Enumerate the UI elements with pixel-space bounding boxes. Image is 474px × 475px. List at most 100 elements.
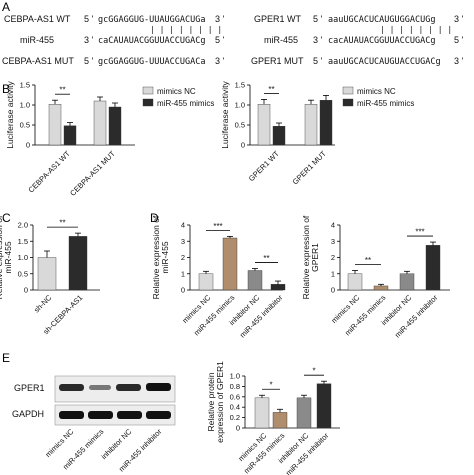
bar [198,273,214,291]
y-axis-label: miR-455 [3,241,13,273]
legend-swatch-mimics-nc [142,86,154,95]
seq-3prime-mut: 3 ' [215,56,225,66]
seq-cebpa-mut: gcGGAGGUG-UUUACCUGACa [98,57,205,67]
panel-label-d: D [150,211,159,225]
seq-label-mir455-left: miR-455 [20,35,54,45]
seq-mir455-right: cacAUAUACGGUUACCUGACg [328,36,435,46]
panel-label-e: E [2,351,10,365]
x-tick-label: CEBPA-AS1 WT [26,149,72,195]
seq-mir455-left: caCAUAUACGGUUACCUGACg [98,36,205,46]
blot-band-gper1-lane3 [116,384,141,391]
seq-5prime: 5 ' [84,14,94,24]
y-tick-label: 0 [26,141,30,150]
blot-band-gapdh-lane4 [146,411,171,419]
y-tick-label: 1.0 [18,253,28,262]
y-tick-label: 4 [181,221,185,230]
bar-mimics-nc [304,103,318,146]
blot-band-gapdh-lane2 [88,411,113,419]
significance-label: * [269,381,272,390]
y-axis-label: Luciferase activity [5,80,15,148]
legend-swatch-mimics-nc [342,86,354,95]
y-axis-label: Relative expression of [0,215,4,299]
seq-label-gper1-mut: GPER1 MUT [251,56,304,66]
bar-mir455-mimics [272,125,286,146]
significance-label: ** [263,254,269,263]
y-axis-label: GPER1 [310,243,320,272]
seq-3prime-r: 3 ' [454,14,464,24]
bar [37,257,57,291]
y-tick-label: 0.5 [18,269,28,278]
y-tick-label: 0.6 [230,392,240,401]
y-tick-label: 3 [331,237,335,246]
seq-label-cebpa-mut: CEBPA-AS1 MUT [2,56,74,66]
y-axis-label: Relative protein [206,372,216,431]
seq-3prime-mut-r: 3 ' [454,56,464,66]
y-tick-label: 0 [181,286,185,295]
y-tick-label: 0.8 [230,382,240,391]
y-tick-label: 0 [236,424,240,433]
bar [222,237,238,291]
y-tick-label: 1.5 [18,237,28,246]
bar [270,284,286,291]
y-tick-label: 4 [331,221,335,230]
blot-band-gper1-lane1 [59,384,84,391]
y-tick-label: 0 [331,286,335,295]
significance-label: ** [365,256,371,265]
bar [399,273,415,291]
bar-mimics-nc [257,103,271,146]
chart-e: 0 0.20.4 0.60.81.0 Relative protein expressi… [206,361,340,475]
significance-label: *** [415,228,424,237]
y-tick-label: 1.5 [235,81,245,90]
y-tick-label: 0.4 [230,403,240,412]
seq-label-cebpa-wt: CEBPA-AS1 WT [4,14,71,24]
legend-swatch-mir455-mimics [342,98,354,107]
sequence-block-right: GPER1 WT 5 ' aauUGCACUCAUGUGGACUGg 3 ' |… [251,14,464,67]
bar [425,245,441,291]
seq-label-gper1-wt: GPER1 WT [254,14,302,24]
x-tick-label: GPER1 WT [247,149,281,183]
sequence-block-left: CEBPA-AS1 WT 5 ' gcGGAGGUG-UUAUGGACUGa 3… [2,14,225,67]
bar [347,273,363,291]
chart-b_right: 0 0.5 1.0 1.5 Luciferase activity GPER1 WT GPE… [220,80,414,186]
pairing-lines-left: | | | | | | | | [150,25,222,34]
seq-5prime-mut: 5 ' [84,56,94,66]
bar [68,236,88,291]
bar-mimics-nc [48,103,62,146]
significance-label: * [312,367,315,376]
seq-5prime-mir-r: 5 ' [454,35,464,45]
seq-5prime-mut-r: 5 ' [313,56,323,66]
significance-label: ** [59,219,65,228]
blot-band-gper1-lane4 [146,383,171,391]
significance-label: *** [213,222,222,231]
y-axis-label: Luciferase activity [220,80,230,148]
y-tick-label: 0.2 [230,413,240,422]
bar [247,270,263,291]
y-axis-label: Relative expression of [301,215,311,299]
bar [272,412,288,429]
panel-label-a: A [2,0,10,14]
blot-label-gper1: GPER1 [14,383,45,393]
x-tick-label: GPER1 MUT [291,149,329,187]
y-tick-label: 2 [331,253,335,262]
bar-mir455-mimics [63,125,77,146]
y-axis-label: miR-455 [160,241,170,273]
blot-label-gapdh: GAPDH [12,409,44,419]
bar-mimics-nc [93,100,107,146]
legend-label: mimics NC [357,87,396,96]
y-tick-label: 1.5 [20,81,30,90]
x-tick-label: sh-NC [32,293,54,315]
y-tick-label: 0.5 [20,121,30,130]
seq-label-mir455-right: miR-455 [264,35,298,45]
bar [296,397,312,429]
blot-band-gper1-lane2 [89,385,111,390]
legend-swatch-mir455-mimics [142,98,154,107]
seq-3prime-mir-r: 3 ' [313,35,323,45]
blot-band-gapdh-lane3 [117,411,142,419]
y-axis-label: Relative expression of [151,215,161,299]
y-tick-label: 2.0 [18,221,28,230]
bar [316,383,332,429]
